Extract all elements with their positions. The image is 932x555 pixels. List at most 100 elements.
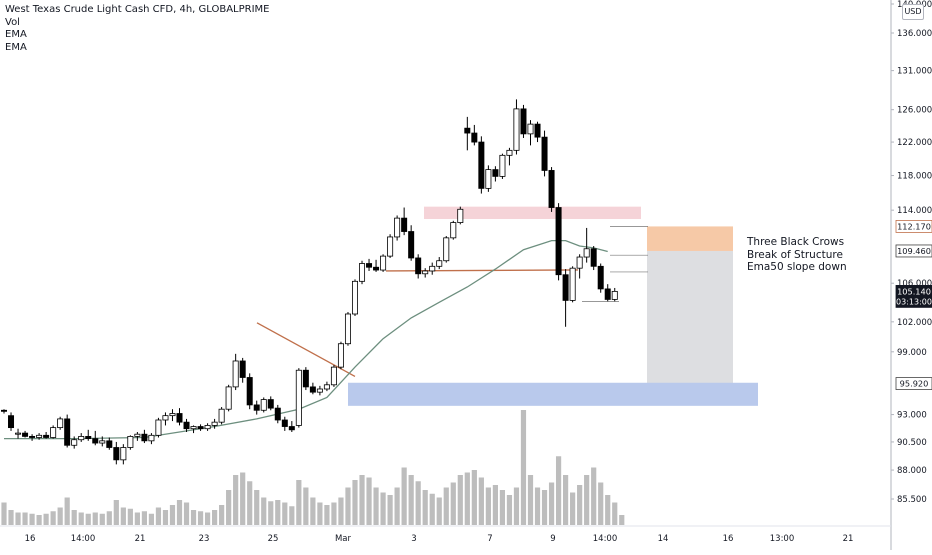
volume-bar xyxy=(605,495,610,525)
volume-bar xyxy=(22,513,27,526)
candle xyxy=(205,423,210,431)
candle-body xyxy=(359,264,364,282)
candle-body xyxy=(493,170,498,177)
volume-bar xyxy=(528,475,533,525)
volume-bar xyxy=(65,498,70,526)
volume-bar xyxy=(549,483,554,526)
volume-bar xyxy=(135,513,140,526)
volume-bar xyxy=(149,514,154,525)
candle xyxy=(563,269,568,327)
volume-bar xyxy=(254,490,259,525)
indicator-vol[interactable]: Vol xyxy=(5,17,270,30)
candle-body xyxy=(331,367,336,385)
candle-body xyxy=(15,433,20,434)
annotation-line: Break of Structure xyxy=(747,249,847,262)
volume-bar xyxy=(556,456,561,525)
x-tick-label: 21 xyxy=(135,534,146,544)
volume-bar xyxy=(310,498,315,526)
volume-bar xyxy=(121,508,126,526)
candle xyxy=(507,148,512,166)
x-tick-label: Mar xyxy=(335,534,352,544)
candle-body xyxy=(212,422,217,425)
volume-bar xyxy=(416,481,421,525)
candle xyxy=(338,342,343,369)
candle-body xyxy=(86,436,91,438)
candle xyxy=(156,418,161,438)
volume-bar xyxy=(507,495,512,525)
candle xyxy=(22,431,27,438)
candle xyxy=(528,120,533,145)
candle xyxy=(247,373,252,409)
y-tick-label: 126.000 xyxy=(897,106,932,116)
candle-body xyxy=(437,261,442,267)
candle-body xyxy=(72,440,77,446)
candle xyxy=(233,354,238,390)
volume-bar xyxy=(15,513,20,526)
candle xyxy=(142,430,147,443)
candle xyxy=(388,234,393,258)
candle xyxy=(44,432,49,439)
candle xyxy=(324,382,329,391)
x-tick-label: 3 xyxy=(411,534,416,544)
candle xyxy=(219,407,224,424)
candle-body xyxy=(149,435,154,441)
candle xyxy=(254,401,259,415)
volume-bar xyxy=(591,468,596,526)
y-tick-label: 88.000 xyxy=(897,466,927,476)
x-tick-label: 23 xyxy=(199,534,210,544)
indicator-ema[interactable]: EMA xyxy=(5,42,270,55)
candle-body xyxy=(296,370,301,425)
volume-bar xyxy=(402,468,407,526)
volume-bar xyxy=(388,495,393,525)
candle xyxy=(310,383,315,395)
candle xyxy=(65,415,70,448)
candle-body xyxy=(282,420,287,427)
annotation-line: Three Black Crows xyxy=(747,236,847,249)
chart-annotation[interactable]: Three Black Crows Break of Structure Ema… xyxy=(747,236,847,274)
candle-body xyxy=(65,419,70,445)
candle xyxy=(107,438,112,450)
candle-body xyxy=(605,289,610,300)
volume-bar xyxy=(444,488,449,526)
currency-button[interactable]: USD xyxy=(902,4,924,20)
volume-bar xyxy=(563,475,568,525)
candle-body xyxy=(44,435,49,437)
candle-body xyxy=(521,109,526,134)
candle xyxy=(395,215,400,240)
volume-bar xyxy=(8,510,13,525)
candle xyxy=(289,421,294,432)
candle xyxy=(198,424,203,431)
candle xyxy=(366,259,371,271)
candle-body xyxy=(612,291,617,299)
trendlines-layer xyxy=(257,270,578,376)
candle-body xyxy=(219,409,224,422)
candle-body xyxy=(409,232,414,258)
candle-body xyxy=(163,416,168,420)
y-tick-label: 122.000 xyxy=(897,138,932,148)
candle xyxy=(500,154,505,179)
y-tick-label: 93.000 xyxy=(897,411,927,421)
candle-body xyxy=(303,370,308,387)
volume-bar xyxy=(366,478,371,526)
symbol-title[interactable]: West Texas Crude Light Cash CFD, 4h, GLO… xyxy=(5,4,270,17)
candle-body xyxy=(142,434,147,441)
candle-body xyxy=(254,405,259,410)
candle-body xyxy=(107,441,112,448)
candle-body xyxy=(380,256,385,270)
candle-body xyxy=(423,271,428,274)
volume-bar xyxy=(598,483,603,526)
volume-bar xyxy=(331,503,336,526)
annotation-line: Ema50 slope down xyxy=(747,261,847,274)
candle-body xyxy=(465,128,470,133)
volume-bar xyxy=(423,490,428,525)
volume-bar xyxy=(29,514,34,525)
candle xyxy=(444,236,449,263)
candle-body xyxy=(556,208,561,275)
volume-bar xyxy=(107,511,112,525)
indicator-ema[interactable]: EMA xyxy=(5,29,270,42)
volume-bar xyxy=(493,485,498,525)
volume-bar xyxy=(58,508,63,526)
volume-bar xyxy=(114,500,119,525)
x-tick-label: 16 xyxy=(723,534,734,544)
